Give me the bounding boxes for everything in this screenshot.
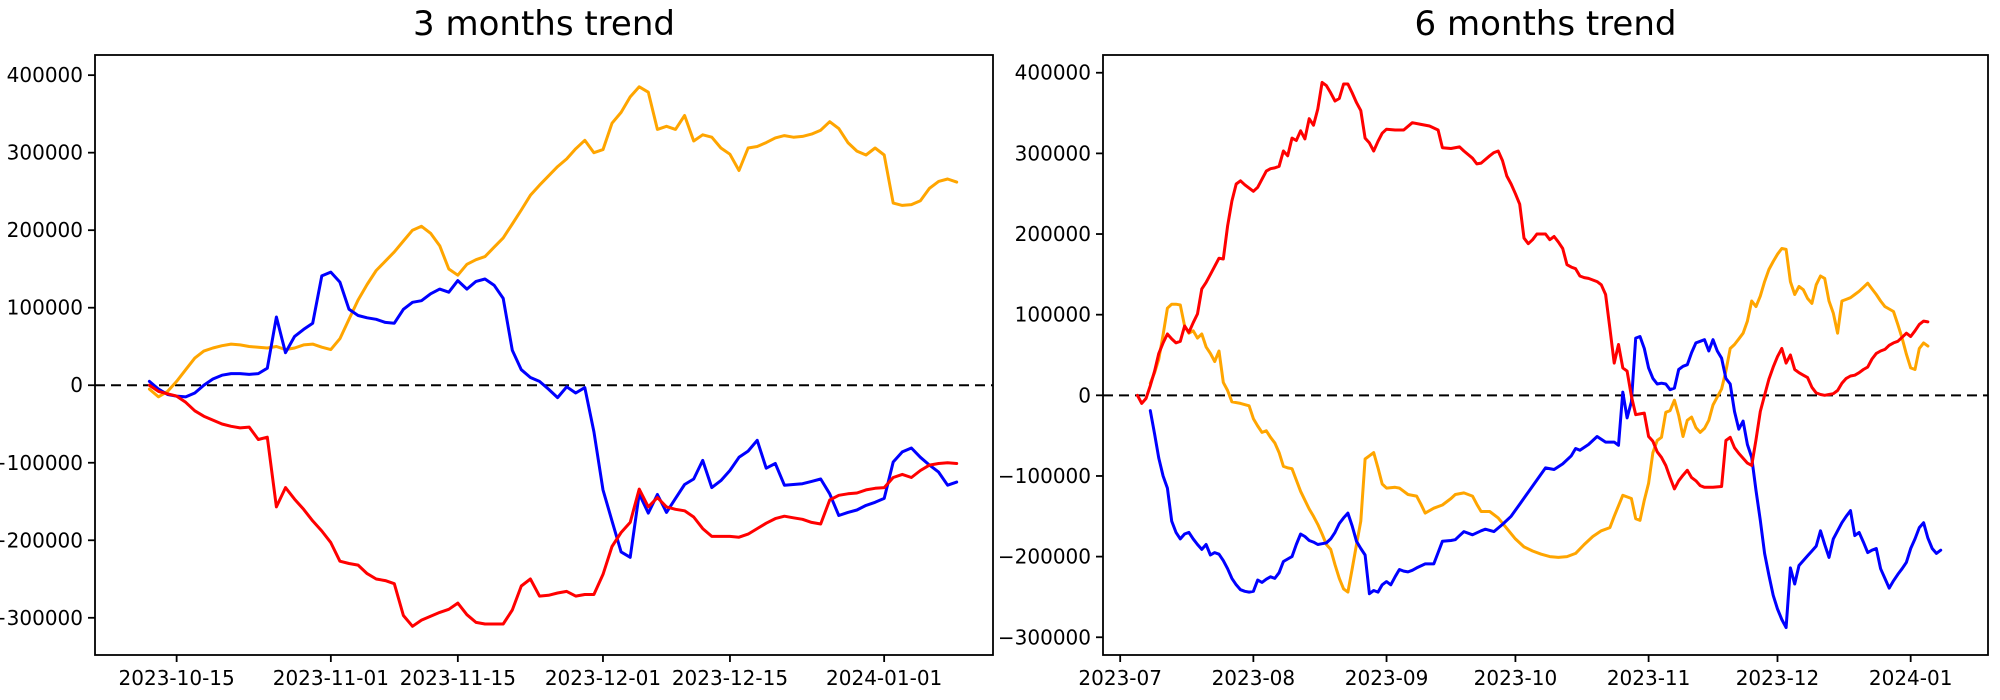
x-tick-label: 2023-12-15 — [672, 666, 788, 690]
x-tick-label: 2023-07 — [1078, 666, 1162, 690]
y-tick-label: 200000 — [7, 218, 83, 242]
y-tick-label: −200000 — [1000, 545, 1091, 569]
x-tick-label: 2023-11-01 — [273, 666, 389, 690]
y-tick-label: −100000 — [1000, 464, 1091, 488]
plot-border — [94, 54, 994, 656]
chart-3-months-trend: 400000 300000 200000 100000 0 −100000 −200000 −… — [0, 4, 994, 690]
chart-title-6-months: 6 months trend — [1414, 4, 1677, 44]
chart-6-months-plot: 400000 300000 200000 100000 0 −100000 −200000 −… — [1000, 54, 1989, 690]
x-tick-label: 2024-01 — [1869, 666, 1953, 690]
series-red-line — [1135, 80, 1930, 491]
series-blue-line — [147, 270, 959, 559]
series-blue-line — [1148, 335, 1943, 630]
y-tick-label: 0 — [1078, 383, 1091, 407]
chart-6-months-trend: 400000 300000 200000 100000 0 −100000 −200000 −… — [1000, 0, 2000, 700]
y-tick-label: 300000 — [7, 141, 83, 165]
y-tick-label: −200000 — [0, 528, 83, 552]
y-tick-label: 0 — [70, 373, 83, 397]
series-red-line — [147, 383, 959, 628]
chart-3-months-plot: 400000 300000 200000 100000 0 −100000 −200000 −… — [0, 54, 994, 690]
y-tick-label: 400000 — [7, 63, 83, 87]
y-tick-label: −300000 — [1000, 625, 1091, 649]
y-tick-label: 100000 — [1015, 303, 1091, 327]
x-tick-label: 2023-10 — [1474, 666, 1558, 690]
y-tick-label: −300000 — [0, 606, 83, 630]
x-tick-label: 2023-09 — [1345, 666, 1429, 690]
x-tick-label: 2023-12 — [1736, 666, 1820, 690]
x-tick-label: 2023-11-15 — [400, 666, 516, 690]
x-tick-label: 2023-08 — [1212, 666, 1296, 690]
y-tick-label: 400000 — [1015, 61, 1091, 85]
plot-border — [1102, 54, 1989, 656]
series-orange-line — [1148, 247, 1930, 594]
x-tick-label: 2023-10-15 — [119, 666, 235, 690]
x-tick-label: 2023-12-01 — [545, 666, 661, 690]
y-tick-label: −100000 — [0, 451, 83, 475]
y-tick-label: 200000 — [1015, 222, 1091, 246]
x-tick-label: 2024-01-01 — [826, 666, 942, 690]
x-tick-label: 2023-11 — [1607, 666, 1691, 690]
chart-title-3-months: 3 months trend — [413, 4, 675, 44]
y-tick-label: 300000 — [1015, 141, 1091, 165]
y-tick-label: 100000 — [7, 296, 83, 320]
